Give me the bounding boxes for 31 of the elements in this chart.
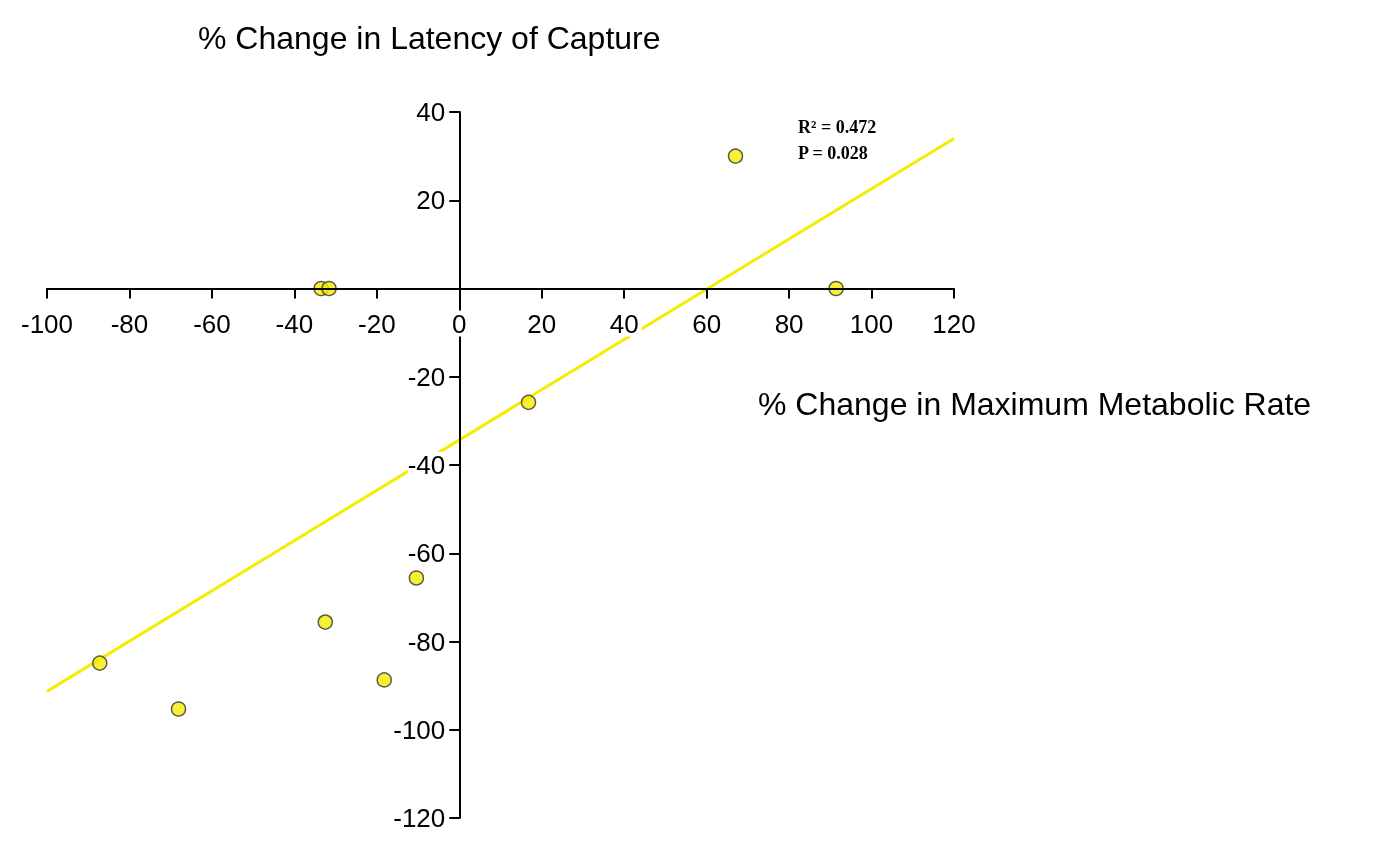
- y-tick-label: -20: [407, 361, 446, 392]
- point: [317, 614, 334, 630]
- point: [727, 148, 744, 164]
- y-tick-label: -120: [393, 803, 446, 833]
- x-tick-label: 20: [527, 308, 557, 339]
- annotation: R² = 0.472: [798, 117, 877, 137]
- y-tick-label: -80: [407, 626, 446, 657]
- x-tick-label: 100: [849, 308, 894, 339]
- x-tick-label: -40: [275, 308, 314, 339]
- x-tick-label: -60: [193, 308, 231, 339]
- point: [92, 655, 108, 671]
- x-tick-label: 80: [774, 308, 804, 339]
- x-tick-label: -100: [20, 308, 74, 339]
- point: [408, 570, 425, 586]
- x-tick-label: 60: [692, 308, 722, 339]
- y-tick-label: 20: [416, 185, 446, 216]
- x-axis-title: % Change in Maximum Metabolic Rate: [758, 386, 1312, 422]
- x-tick-label: 0: [452, 308, 467, 339]
- point: [376, 672, 392, 688]
- x-tick-label: 120: [932, 308, 976, 339]
- point: [520, 394, 537, 411]
- y-tick-label: -40: [407, 450, 446, 480]
- point: [170, 701, 187, 717]
- y-tick-label: 40: [416, 97, 446, 127]
- y-axis-title: % Change in Latency of Capture: [198, 20, 661, 56]
- x-tick-label: -80: [110, 308, 149, 339]
- annotation: P = 0.028: [798, 143, 868, 163]
- y-tick-label: -60: [407, 538, 446, 569]
- x-tick-label: -20: [358, 308, 396, 339]
- y-tick-label: -100: [393, 714, 446, 745]
- x-tick-label: 40: [609, 308, 639, 339]
